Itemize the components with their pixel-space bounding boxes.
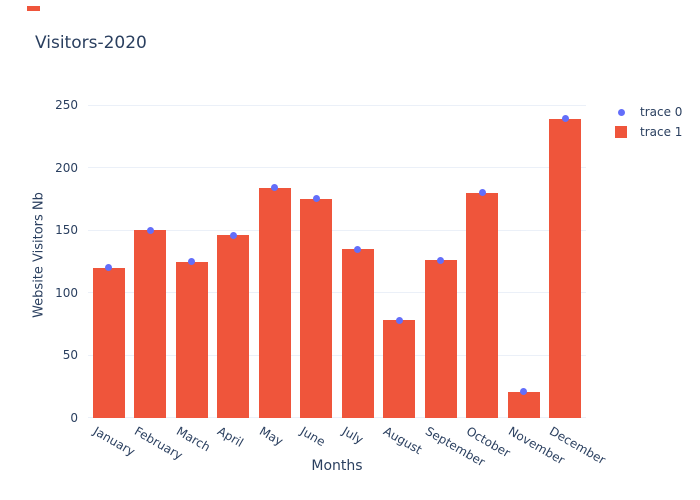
legend-square-icon <box>610 126 632 138</box>
bar-august[interactable] <box>383 320 416 418</box>
scatter-point-january[interactable] <box>105 264 113 272</box>
corner-red-dash <box>27 6 40 11</box>
bar-october[interactable] <box>466 192 499 418</box>
legend-item-label: trace 1 <box>640 125 683 139</box>
scatter-point-march[interactable] <box>188 258 196 266</box>
y-tick-label: 50 <box>62 348 78 363</box>
bar-april[interactable] <box>217 235 250 418</box>
bar-november[interactable] <box>507 391 540 418</box>
gridline <box>88 292 586 294</box>
gridline <box>88 229 586 231</box>
x-tick-label: July <box>339 424 366 447</box>
y-tick-label: 0 <box>70 411 78 425</box>
x-tick-label: June <box>298 424 328 450</box>
bar-june[interactable] <box>300 198 333 418</box>
scatter-point-may[interactable] <box>271 184 279 192</box>
scatter-point-february[interactable] <box>146 226 154 234</box>
plot-area[interactable] <box>88 90 586 418</box>
scatter-point-december[interactable] <box>561 115 569 123</box>
y-tick-label: 250 <box>55 98 78 113</box>
legend-item-trace-1[interactable]: trace 1 <box>610 123 682 141</box>
bar-february[interactable] <box>134 230 167 418</box>
x-tick-label: May <box>256 424 286 449</box>
bar-march[interactable] <box>175 261 208 418</box>
y-tick-label: 200 <box>55 160 78 175</box>
x-tick-label: August <box>381 424 425 458</box>
bar-december[interactable] <box>549 118 582 418</box>
x-tick-label: April <box>215 424 247 450</box>
scatter-point-october[interactable] <box>478 189 486 197</box>
bar-july[interactable] <box>341 249 374 418</box>
bar-january[interactable] <box>92 267 125 418</box>
chart-title: Visitors-2020 <box>35 33 147 53</box>
scatter-point-september[interactable] <box>437 256 445 264</box>
legend-dot-icon <box>610 108 632 116</box>
gridline <box>88 104 586 106</box>
x-tick-label: January <box>90 424 138 459</box>
bar-may[interactable] <box>258 187 291 418</box>
x-axis-line <box>88 417 586 418</box>
legend-item-label: trace 0 <box>640 105 683 119</box>
scatter-point-april[interactable] <box>229 231 237 239</box>
scatter-point-june[interactable] <box>312 195 320 203</box>
gridline <box>88 167 586 169</box>
y-tick-label: 100 <box>55 285 78 300</box>
scatter-point-july[interactable] <box>354 245 362 253</box>
scatter-point-november[interactable] <box>520 388 528 396</box>
x-axis-title: Months <box>311 458 363 474</box>
legend-item-trace-0[interactable]: trace 0 <box>610 103 682 121</box>
legend: trace 0 trace 1 <box>610 103 682 141</box>
scatter-point-august[interactable] <box>395 316 403 324</box>
bar-september[interactable] <box>424 260 457 418</box>
y-tick-label: 150 <box>55 223 78 238</box>
gridline <box>88 354 586 356</box>
